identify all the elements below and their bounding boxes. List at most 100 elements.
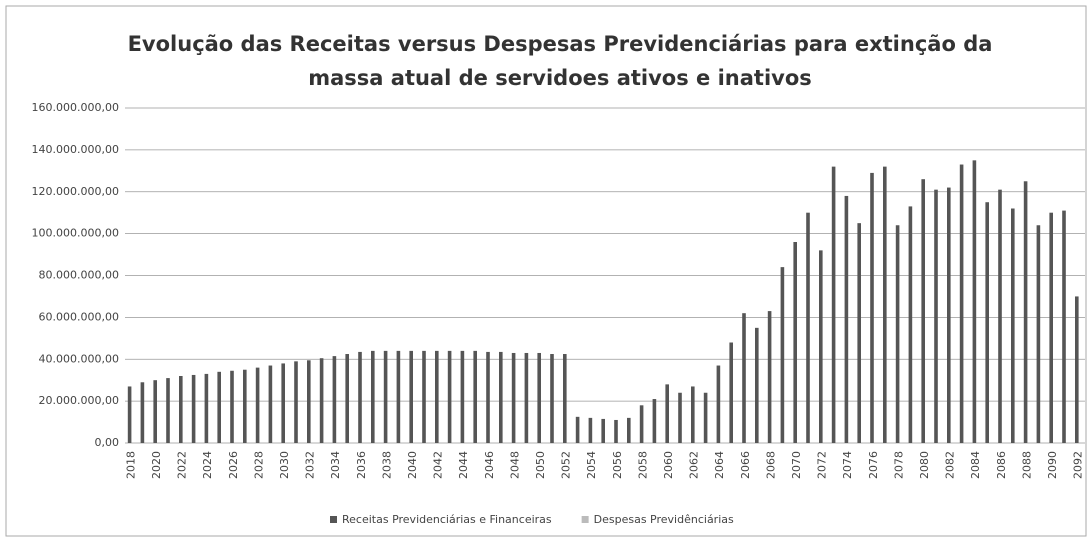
bar bbox=[435, 350, 439, 443]
bar bbox=[716, 365, 721, 443]
x-tick-label: 2078 bbox=[892, 451, 905, 479]
bar bbox=[793, 242, 797, 443]
x-tick-label: 2050 bbox=[534, 451, 547, 479]
legend-swatch bbox=[330, 516, 337, 523]
bar bbox=[703, 392, 708, 443]
bar bbox=[1062, 210, 1066, 443]
x-tick-label: 2020 bbox=[150, 451, 163, 479]
bar bbox=[844, 195, 849, 443]
bar bbox=[627, 417, 631, 443]
y-tick-label: 60.000.000,00 bbox=[39, 310, 119, 323]
bar bbox=[883, 166, 887, 443]
legend-label: Receitas Previdenciárias e Financeiras bbox=[342, 513, 552, 526]
bar bbox=[127, 386, 132, 443]
bar bbox=[767, 311, 772, 443]
bar bbox=[486, 351, 490, 443]
bar bbox=[908, 206, 913, 443]
x-tick-label: 2044 bbox=[457, 451, 470, 479]
x-tick-label: 2082 bbox=[944, 451, 957, 479]
bar bbox=[780, 267, 785, 443]
legend-swatch bbox=[581, 516, 589, 523]
bar bbox=[499, 351, 503, 443]
bar bbox=[166, 378, 170, 443]
bar bbox=[1049, 212, 1053, 443]
y-tick-label: 100.000.000,00 bbox=[32, 227, 119, 240]
bar bbox=[179, 376, 183, 443]
bar bbox=[985, 202, 989, 443]
bar bbox=[230, 370, 234, 443]
bar bbox=[678, 392, 682, 443]
y-tick-label: 120.000.000,00 bbox=[32, 185, 119, 198]
bar bbox=[383, 350, 388, 443]
x-tick-label: 2062 bbox=[688, 451, 701, 479]
x-tick-label: 2032 bbox=[304, 451, 317, 479]
x-tick-label: 2066 bbox=[739, 451, 752, 479]
x-tick-label: 2030 bbox=[278, 451, 291, 479]
x-tick-label: 2054 bbox=[585, 451, 598, 479]
bar bbox=[396, 350, 401, 443]
bar bbox=[614, 419, 618, 443]
bar bbox=[537, 352, 541, 443]
bar bbox=[422, 350, 426, 443]
x-tick-label: 2022 bbox=[176, 451, 189, 479]
y-tick-label: 160.000.000,00 bbox=[32, 101, 119, 114]
x-tick-label: 2086 bbox=[995, 451, 1008, 479]
x-tick-label: 2068 bbox=[764, 451, 777, 479]
y-tick-label: 20.000.000,00 bbox=[39, 394, 119, 407]
bar bbox=[1011, 208, 1015, 443]
bar bbox=[639, 405, 644, 443]
x-tick-label: 2056 bbox=[611, 451, 624, 479]
bar bbox=[959, 164, 964, 443]
x-tick-label: 2072 bbox=[816, 451, 829, 479]
bar bbox=[588, 417, 593, 443]
x-tick-label: 2048 bbox=[508, 451, 521, 479]
bar bbox=[524, 352, 529, 443]
bar bbox=[563, 354, 567, 443]
bar bbox=[831, 166, 836, 443]
bar bbox=[550, 354, 554, 443]
bar bbox=[819, 250, 823, 443]
bar bbox=[742, 313, 746, 443]
bar bbox=[319, 358, 324, 443]
x-tick-label: 2084 bbox=[969, 451, 982, 479]
x-tick-label: 2028 bbox=[252, 451, 265, 479]
x-tick-label: 2038 bbox=[380, 451, 393, 479]
bar bbox=[140, 382, 145, 443]
y-tick-label: 0,00 bbox=[95, 436, 120, 449]
x-tick-label: 2076 bbox=[867, 451, 880, 479]
bar bbox=[1075, 296, 1079, 443]
x-tick-label: 2036 bbox=[355, 451, 368, 479]
x-tick-label: 2070 bbox=[790, 451, 803, 479]
bar bbox=[575, 416, 580, 443]
chart-title: Evolução das Receitas versus Despesas Pr… bbox=[128, 32, 993, 90]
bar bbox=[806, 212, 810, 443]
bar bbox=[345, 354, 349, 443]
bar bbox=[691, 386, 695, 443]
bar bbox=[281, 363, 285, 443]
x-tick-label: 2064 bbox=[713, 451, 726, 479]
chart-frame bbox=[5, 5, 1087, 537]
bar bbox=[895, 225, 900, 443]
x-tick-label: 2060 bbox=[662, 451, 675, 479]
x-tick-label: 2092 bbox=[1072, 451, 1085, 479]
bar bbox=[473, 350, 477, 443]
bar bbox=[409, 350, 413, 443]
x-tick-label: 2074 bbox=[841, 451, 854, 479]
bar bbox=[358, 351, 362, 443]
bar bbox=[460, 350, 465, 443]
bar bbox=[1023, 181, 1028, 443]
bar bbox=[255, 367, 260, 443]
y-tick-label: 140.000.000,00 bbox=[32, 143, 119, 156]
x-tick-label: 2026 bbox=[227, 451, 240, 479]
bar bbox=[755, 327, 759, 443]
bar bbox=[870, 172, 874, 443]
bar bbox=[972, 160, 977, 443]
x-tick-label: 2024 bbox=[201, 451, 214, 479]
x-tick-label: 2018 bbox=[124, 451, 137, 479]
bar bbox=[857, 223, 861, 443]
bar bbox=[921, 179, 925, 443]
bar bbox=[294, 361, 298, 443]
bar bbox=[652, 399, 657, 443]
bar bbox=[1036, 225, 1041, 443]
